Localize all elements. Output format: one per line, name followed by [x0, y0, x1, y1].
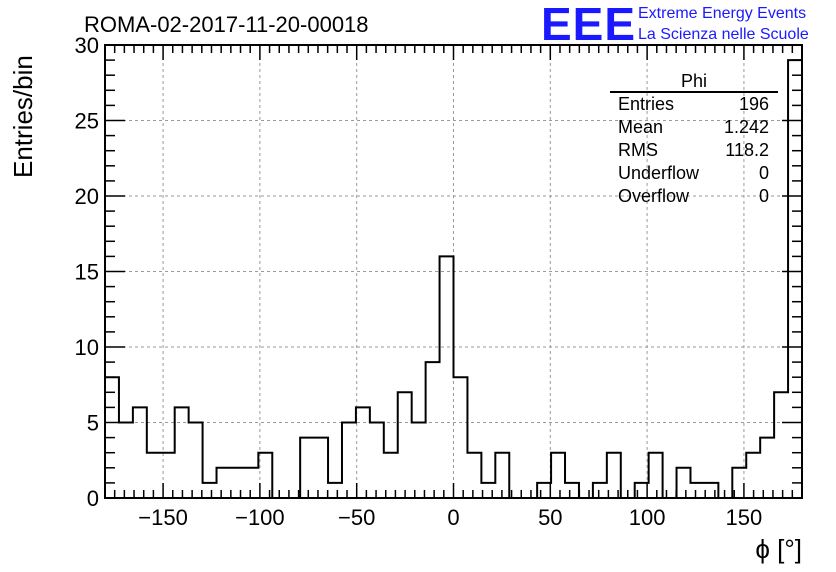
x-tick-label: −50 [338, 505, 375, 530]
y-tick-label: 0 [87, 486, 99, 511]
y-tick-label: 10 [75, 335, 99, 360]
histogram-outline [105, 59, 802, 499]
stats-value: 196 [739, 94, 769, 114]
y-axis-title: Entries/bin [8, 55, 38, 178]
stats-value: 118.2 [725, 140, 769, 160]
stats-box: Phi Entries 196 Mean 1.242 RMS 118.2 Underflow… [610, 71, 778, 206]
logo-line-2: La Scienza nelle Scuole [638, 26, 809, 43]
x-tick-label: 150 [726, 505, 763, 530]
x-axis-title: ϕ [°] [755, 534, 802, 564]
stats-label: Underflow [618, 163, 700, 183]
chart-title: ROMA-02-2017-11-20-00018 [84, 12, 369, 37]
x-tick-label: −100 [235, 505, 285, 530]
x-tick-label: 100 [629, 505, 666, 530]
stats-label: Entries [618, 94, 674, 114]
stats-rows: Entries 196 Mean 1.242 RMS 118.2 Underflow 0 Ove… [618, 94, 769, 206]
y-tick-label: 30 [75, 33, 99, 58]
y-tick-label: 25 [75, 109, 99, 134]
x-tick-label: 50 [538, 505, 562, 530]
stats-value: 0 [759, 163, 769, 183]
stats-label: Mean [618, 117, 663, 137]
eee-logo: EEE Extreme Energy Events La Scienza nel… [541, 0, 809, 50]
stats-value: 1.242 [724, 117, 769, 137]
stats-label: RMS [618, 140, 658, 160]
x-tick-label: 0 [447, 505, 459, 530]
stats-value: 0 [759, 186, 769, 206]
eee-logo-mark: EEE [541, 0, 636, 50]
y-tick-label: 5 [87, 411, 99, 436]
x-axis-ticks: −150 −100 −50 0 50 100 150 [113, 45, 794, 530]
logo-line-1: Extreme Energy Events [638, 5, 806, 22]
y-tick-label: 20 [75, 184, 99, 209]
y-tick-label: 15 [75, 260, 99, 285]
y-axis-ticks: 0 5 10 15 20 25 30 [75, 33, 802, 511]
x-tick-label: −150 [138, 505, 188, 530]
stats-label: Overflow [618, 186, 690, 206]
stats-title: Phi [681, 71, 707, 91]
